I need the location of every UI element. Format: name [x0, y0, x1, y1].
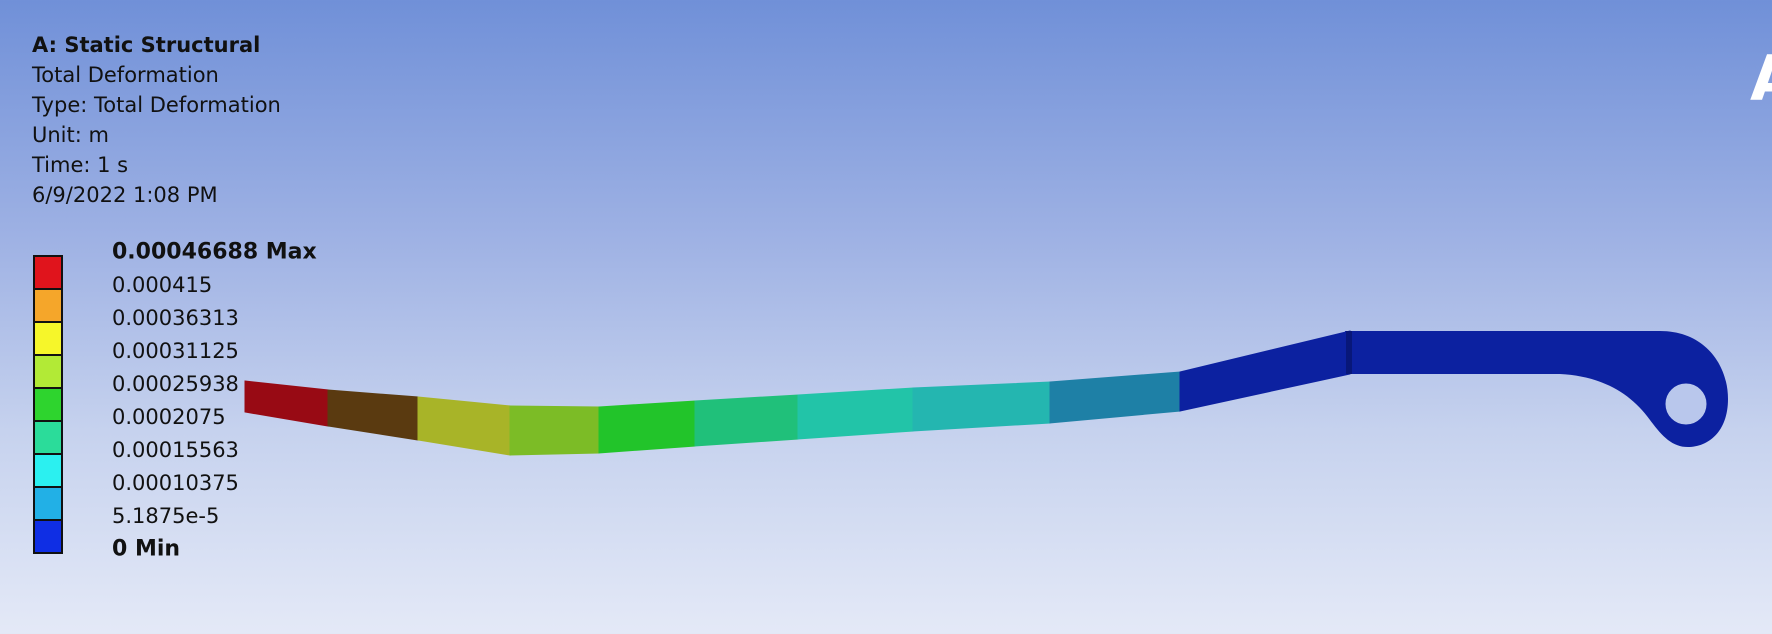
pin-hole	[1664, 382, 1708, 426]
legend-label-6: 0.00015563	[112, 438, 239, 462]
legend-band-7	[33, 453, 63, 488]
legend-label-5: 0.0002075	[112, 405, 226, 429]
result-info-annotation: A: Static Structural Total Deformation T…	[32, 30, 281, 210]
legend-label-7: 0.00010375	[112, 471, 239, 495]
beam-segment-2	[327, 389, 419, 441]
beam-segment-5	[598, 400, 696, 454]
analysis-title: A: Static Structural	[32, 33, 261, 57]
bracket-end	[1345, 331, 1728, 447]
legend-max-label: 0.00046688 Max	[112, 239, 317, 265]
legend-color-bar	[33, 255, 63, 554]
beam-segment-7	[797, 387, 914, 440]
legend-band-1	[33, 255, 63, 290]
beam-segments	[244, 330, 1351, 456]
legend-min-label: 0 Min	[112, 536, 181, 562]
beam-segment-10	[1179, 330, 1351, 412]
legend-band-5	[33, 387, 63, 422]
legend-band-6	[33, 420, 63, 455]
beam-segment-8	[912, 381, 1051, 432]
beam-segment-3	[417, 396, 511, 456]
legend-band-9	[33, 519, 63, 554]
result-type: Type: Total Deformation	[32, 93, 281, 117]
legend-label-8: 5.1875e-5	[112, 504, 220, 528]
legend-band-8	[33, 486, 63, 521]
beam-segment-9	[1049, 371, 1181, 424]
beam-segment-6	[694, 394, 799, 447]
legend-band-4	[33, 354, 63, 389]
legend-label-1: 0.000415	[112, 273, 213, 297]
result-name: Total Deformation	[32, 63, 219, 87]
corner-glyph: A	[1750, 48, 1772, 110]
result-time: Time: 1 s	[32, 153, 129, 177]
result-timestamp: 6/9/2022 1:08 PM	[32, 183, 218, 207]
legend-label-4: 0.00025938	[112, 372, 239, 396]
beam-segment-4	[509, 405, 600, 456]
pin-hole-ring	[1662, 380, 1710, 428]
legend-band-3	[33, 321, 63, 356]
beam-segment-1	[244, 380, 329, 427]
legend-label-3: 0.00031125	[112, 339, 239, 363]
legend-label-2: 0.00036313	[112, 306, 239, 330]
result-unit: Unit: m	[32, 123, 109, 147]
